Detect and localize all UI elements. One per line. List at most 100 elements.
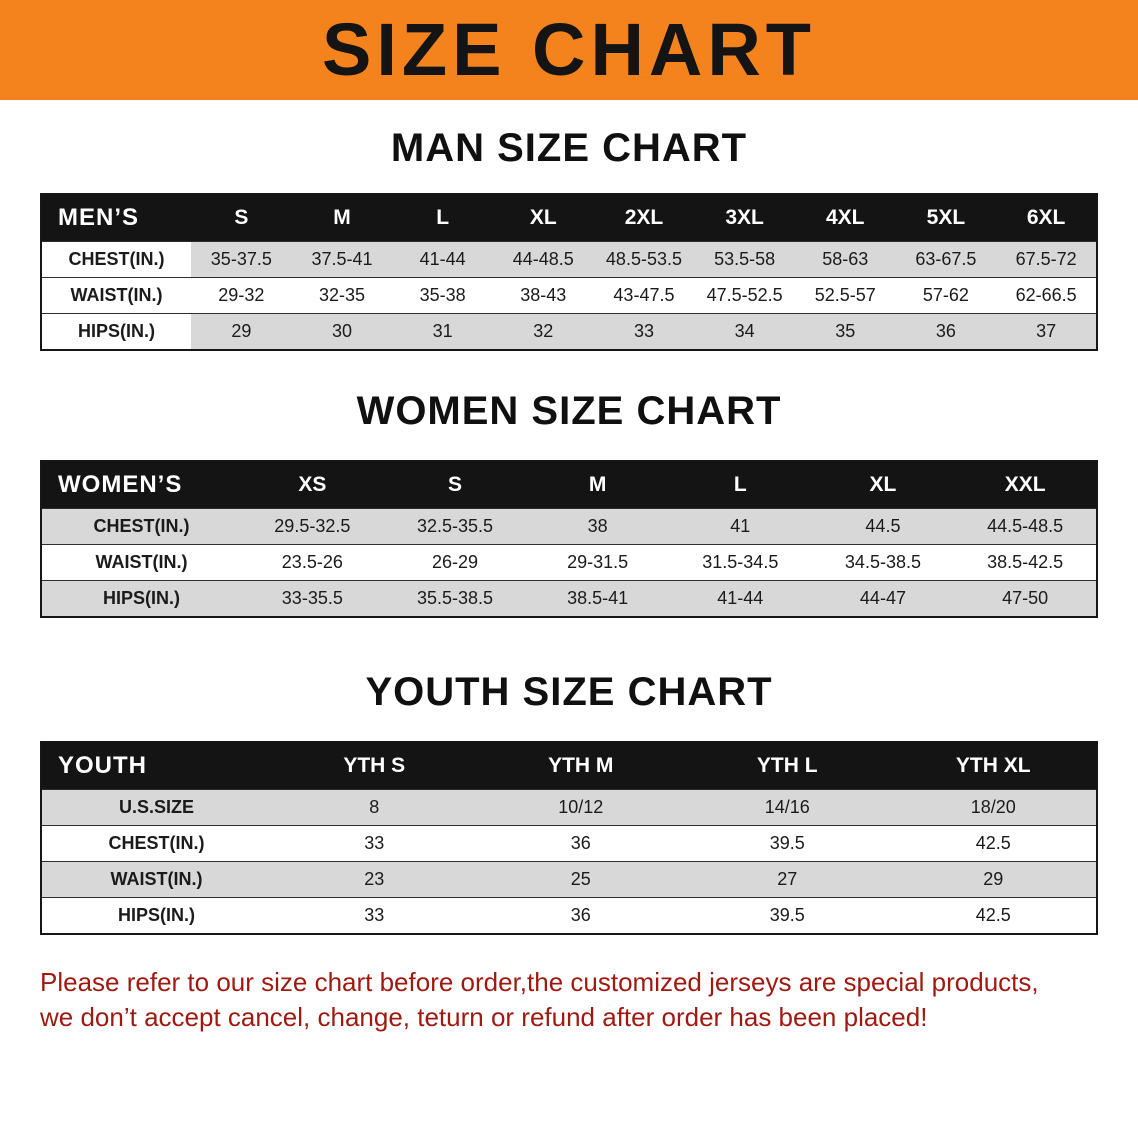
row-label-cell: WAIST(IN.) (41, 277, 191, 314)
table-row: HIPS(IN.) 33 36 39.5 42.5 (41, 897, 1097, 934)
disclaimer-line-1: Please refer to our size chart before or… (40, 967, 1039, 997)
table-category-cell: YOUTH (41, 742, 271, 790)
row-label-cell: WAIST(IN.) (41, 544, 241, 581)
measurement-cell: 29-32 (191, 277, 292, 314)
measurement-cell: 33 (271, 825, 478, 862)
measurement-cell: 38 (526, 508, 669, 545)
measurement-cell: 41-44 (392, 241, 493, 278)
size-header-cell: 6XL (996, 194, 1097, 242)
measurement-cell: 44-47 (811, 580, 955, 617)
measurement-cell: 43-47.5 (593, 277, 695, 314)
size-header-cell: XS (241, 461, 384, 509)
measurement-cell: 37.5-41 (291, 241, 393, 278)
measurement-cell: 31 (392, 313, 493, 350)
measurement-cell: 32 (492, 313, 594, 350)
measurement-cell: 38.5-41 (526, 580, 669, 617)
size-header-cell: XL (811, 461, 955, 509)
table-row: WAIST(IN.) 23.5-26 26-29 29-31.5 31.5-34.5 34… (41, 544, 1097, 581)
disclaimer-line-2: we don’t accept cancel, change, teturn o… (40, 1002, 928, 1033)
women-size-table: WOMEN’S XS S M L XL XXL CHEST(IN.) 29.5-32.5 32.5… (40, 460, 1098, 618)
size-chart-page: SIZE CHART MAN SIZE CHART MEN’S S M L XL 2XL 3… (0, 0, 1138, 1035)
measurement-cell: 44.5 (811, 508, 955, 545)
measurement-cell: 33-35.5 (241, 580, 384, 617)
measurement-cell: 38-43 (492, 277, 594, 314)
measurement-cell: 35-37.5 (191, 241, 292, 278)
table-row: WAIST(IN.) 29-32 32-35 35-38 38-43 43-47.5 47.… (41, 277, 1097, 314)
size-header-cell: YTH S (271, 742, 478, 790)
size-header-cell: 5XL (895, 194, 997, 242)
banner: SIZE CHART (0, 0, 1138, 100)
size-header-cell: L (392, 194, 493, 242)
size-header-cell: L (668, 461, 812, 509)
measurement-cell: 36 (477, 897, 684, 934)
measurement-cell: 29-31.5 (526, 544, 669, 581)
measurement-cell: 8 (271, 789, 478, 826)
row-label-cell: CHEST(IN.) (41, 241, 191, 278)
table-row: CHEST(IN.) 33 36 39.5 42.5 (41, 825, 1097, 862)
measurement-cell: 36 (477, 825, 684, 862)
measurement-cell: 18/20 (890, 789, 1097, 826)
measurement-cell: 29 (890, 861, 1097, 898)
table-header-row: WOMEN’S XS S M L XL XXL (41, 461, 1097, 509)
measurement-cell: 58-63 (794, 241, 896, 278)
measurement-cell: 33 (271, 897, 478, 934)
measurement-cell: 23 (271, 861, 478, 898)
row-label-cell: CHEST(IN.) (41, 508, 241, 545)
size-header-cell: YTH XL (890, 742, 1097, 790)
women-section-title: WOMEN SIZE CHART (356, 389, 782, 433)
measurement-cell: 44.5-48.5 (954, 508, 1097, 545)
measurement-cell: 32.5-35.5 (383, 508, 527, 545)
size-header-cell: M (526, 461, 669, 509)
men-size-table: MEN’S S M L XL 2XL 3XL 4XL 5XL 6XL CHEST(IN.) 35-37… (40, 193, 1098, 351)
row-label-cell: CHEST(IN.) (41, 825, 271, 862)
measurement-cell: 63-67.5 (895, 241, 997, 278)
row-label-cell: U.S.SIZE (41, 789, 271, 826)
measurement-cell: 32-35 (291, 277, 393, 314)
size-header-cell: YTH L (684, 742, 891, 790)
disclaimer: Please refer to our size chart before or… (40, 965, 1118, 1035)
table-category-cell: WOMEN’S (41, 461, 241, 509)
size-charts: MAN SIZE CHART MEN’S S M L XL 2XL 3XL 4XL 5XL 6XL… (0, 126, 1138, 935)
measurement-cell: 35.5-38.5 (383, 580, 527, 617)
measurement-cell: 29 (191, 313, 292, 350)
size-header-cell: S (383, 461, 527, 509)
measurement-cell: 34.5-38.5 (811, 544, 955, 581)
measurement-cell: 47.5-52.5 (694, 277, 795, 314)
measurement-cell: 41-44 (668, 580, 812, 617)
measurement-cell: 41 (668, 508, 812, 545)
table-header-row: MEN’S S M L XL 2XL 3XL 4XL 5XL 6XL (41, 194, 1097, 242)
measurement-cell: 39.5 (684, 897, 891, 934)
measurement-cell: 47-50 (954, 580, 1097, 617)
row-label-cell: HIPS(IN.) (41, 897, 271, 934)
table-row: HIPS(IN.) 29 30 31 32 33 34 35 36 37 (41, 313, 1097, 350)
youth-section-title: YOUTH SIZE CHART (365, 670, 773, 714)
measurement-cell: 36 (895, 313, 997, 350)
measurement-cell: 35-38 (392, 277, 493, 314)
size-header-cell: M (291, 194, 393, 242)
measurement-cell: 48.5-53.5 (593, 241, 695, 278)
table-category-cell: MEN’S (41, 194, 191, 242)
measurement-cell: 35 (794, 313, 896, 350)
measurement-cell: 25 (477, 861, 684, 898)
measurement-cell: 27 (684, 861, 891, 898)
size-header-cell: YTH M (477, 742, 684, 790)
measurement-cell: 57-62 (895, 277, 997, 314)
size-header-cell: 3XL (694, 194, 795, 242)
women-size-section: WOMEN SIZE CHART WOMEN’S XS S M L XL XXL CHEST(… (0, 389, 1138, 618)
measurement-cell: 53.5-58 (694, 241, 795, 278)
size-header-cell: XXL (954, 461, 1097, 509)
page-title: SIZE CHART (322, 8, 816, 91)
measurement-cell: 34 (694, 313, 795, 350)
measurement-cell: 14/16 (684, 789, 891, 826)
row-label-cell: HIPS(IN.) (41, 580, 241, 617)
row-label-cell: HIPS(IN.) (41, 313, 191, 350)
size-header-cell: S (191, 194, 292, 242)
table-row: HIPS(IN.) 33-35.5 35.5-38.5 38.5-41 41-44 44-… (41, 580, 1097, 617)
size-header-cell: 2XL (593, 194, 695, 242)
youth-size-section: YOUTH SIZE CHART YOUTH YTH S YTH M YTH L YTH… (0, 670, 1138, 935)
measurement-cell: 10/12 (477, 789, 684, 826)
measurement-cell: 42.5 (890, 825, 1097, 862)
table-row: WAIST(IN.) 23 25 27 29 (41, 861, 1097, 898)
measurement-cell: 37 (996, 313, 1097, 350)
size-header-cell: 4XL (794, 194, 896, 242)
